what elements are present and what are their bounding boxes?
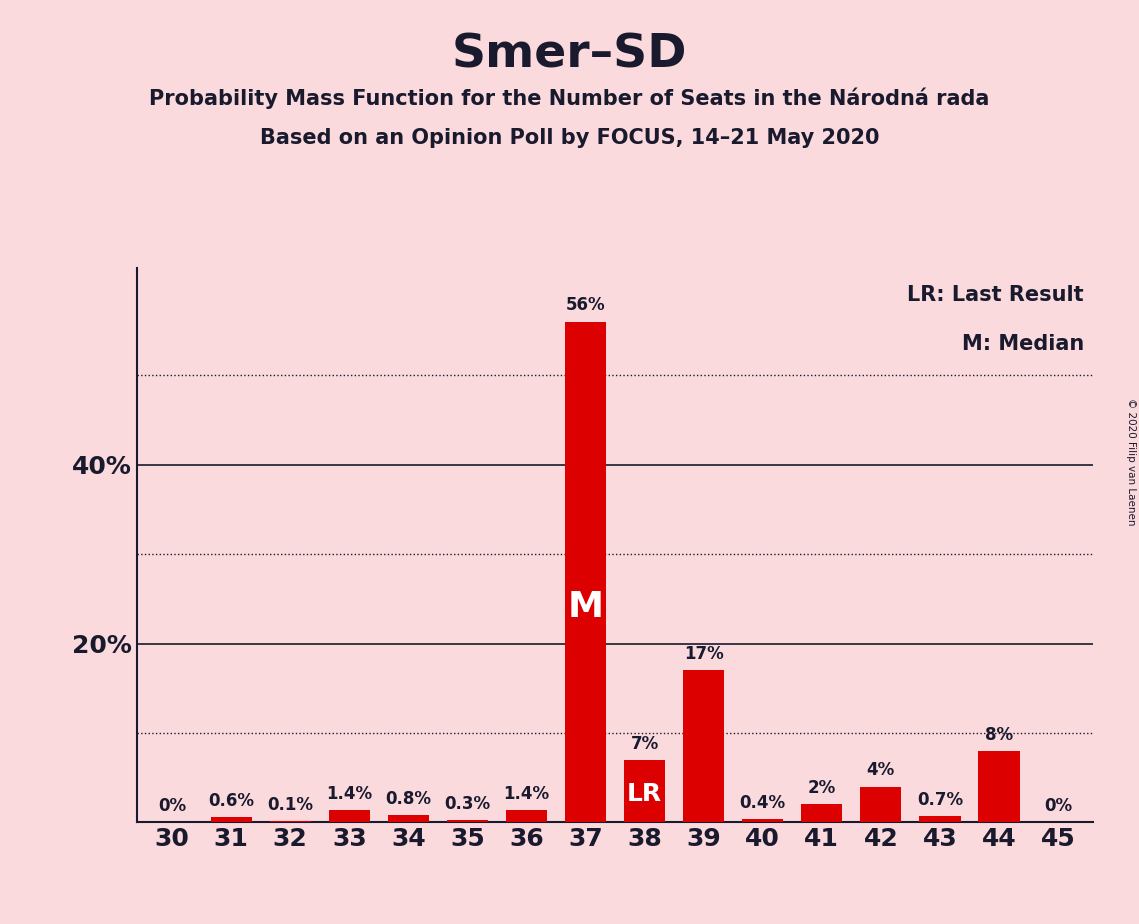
Text: 1.4%: 1.4% — [503, 784, 549, 803]
Text: Smer–SD: Smer–SD — [452, 32, 687, 78]
Text: 1.4%: 1.4% — [326, 784, 372, 803]
Bar — [211, 817, 252, 822]
Text: LR: LR — [628, 783, 662, 807]
Bar — [565, 322, 606, 822]
Bar — [624, 760, 665, 822]
Bar — [978, 751, 1019, 822]
Text: M: M — [567, 590, 604, 624]
Text: Probability Mass Function for the Number of Seats in the Národná rada: Probability Mass Function for the Number… — [149, 88, 990, 109]
Text: 2%: 2% — [808, 779, 836, 797]
Text: 0.4%: 0.4% — [739, 794, 786, 811]
Bar — [446, 820, 489, 822]
Bar — [919, 816, 960, 822]
Text: 7%: 7% — [631, 735, 658, 753]
Text: 0.8%: 0.8% — [385, 790, 432, 808]
Text: M: Median: M: Median — [961, 334, 1084, 355]
Bar — [801, 805, 843, 822]
Text: 4%: 4% — [867, 761, 895, 780]
Text: 0.1%: 0.1% — [268, 796, 313, 814]
Text: 0.6%: 0.6% — [208, 792, 254, 809]
Text: LR: Last Result: LR: Last Result — [908, 285, 1084, 305]
Text: Based on an Opinion Poll by FOCUS, 14–21 May 2020: Based on an Opinion Poll by FOCUS, 14–21… — [260, 128, 879, 148]
Bar — [860, 786, 901, 822]
Text: 0%: 0% — [1044, 797, 1072, 815]
Text: 0%: 0% — [158, 797, 186, 815]
Bar — [683, 670, 724, 822]
Text: 0.3%: 0.3% — [444, 795, 491, 812]
Bar — [329, 809, 370, 822]
Text: 17%: 17% — [683, 645, 723, 663]
Text: 0.7%: 0.7% — [917, 791, 962, 808]
Text: 56%: 56% — [566, 297, 605, 314]
Bar — [741, 819, 784, 822]
Text: 8%: 8% — [985, 725, 1013, 744]
Text: © 2020 Filip van Laenen: © 2020 Filip van Laenen — [1126, 398, 1136, 526]
Bar — [506, 809, 547, 822]
Bar — [387, 815, 429, 822]
